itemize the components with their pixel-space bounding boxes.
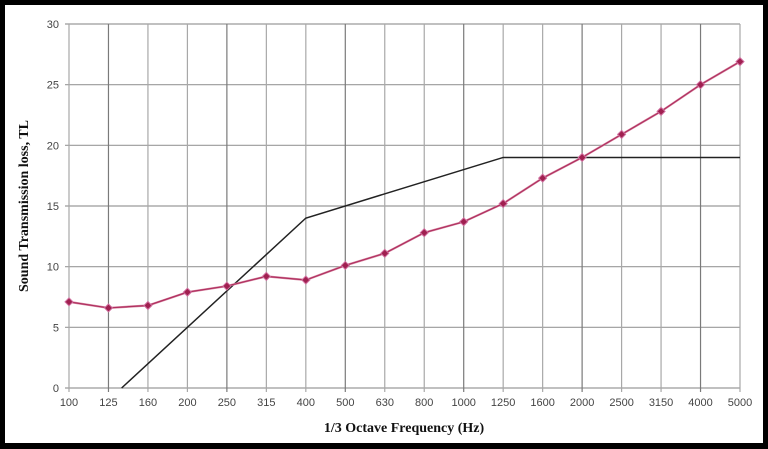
x-tick-label: 5000 bbox=[728, 397, 752, 409]
x-tick-label: 800 bbox=[415, 397, 433, 409]
diamond-marker-icon bbox=[182, 287, 193, 297]
y-axis-ticks: 0 5 10 15 20 25 30 bbox=[47, 19, 59, 395]
grid-lines bbox=[65, 23, 741, 392]
x-tick-label: 125 bbox=[99, 397, 117, 409]
reference-curve bbox=[121, 156, 740, 389]
diamond-marker-icon bbox=[380, 248, 390, 259]
y-axis-title: Sound Transmission loss, TL bbox=[17, 120, 32, 292]
diamond-marker-icon bbox=[64, 297, 74, 307]
measured-curve bbox=[68, 61, 741, 309]
x-tick-label: 400 bbox=[297, 397, 315, 409]
diamond-marker-icon bbox=[498, 198, 508, 209]
diamond-marker-icon bbox=[301, 275, 311, 285]
x-tick-label: 1600 bbox=[530, 397, 554, 409]
x-tick-label: 2000 bbox=[570, 397, 594, 409]
diamond-marker-icon bbox=[735, 56, 745, 67]
measured-curve-halo bbox=[68, 60, 741, 310]
x-tick-label: 500 bbox=[336, 397, 354, 409]
diamond-marker-icon bbox=[419, 227, 429, 238]
diamond-marker-icon bbox=[695, 79, 706, 90]
diamond-marker-icon bbox=[458, 217, 469, 227]
y-tick-label: 0 bbox=[53, 383, 59, 395]
y-tick-label: 30 bbox=[47, 19, 59, 31]
diamond-marker-icon bbox=[577, 152, 587, 163]
diamond-marker-icon bbox=[103, 303, 114, 313]
x-tick-label: 315 bbox=[257, 397, 275, 409]
y-tick-label: 10 bbox=[47, 262, 59, 274]
diamond-marker-icon bbox=[537, 173, 548, 183]
x-tick-label: 3150 bbox=[649, 397, 673, 409]
diamond-marker-icon bbox=[340, 260, 351, 271]
chart-frame bbox=[5, 5, 763, 443]
x-axis-title: 1/3 Octave Frequency (Hz) bbox=[324, 421, 485, 436]
x-tick-label: 250 bbox=[218, 397, 236, 409]
x-tick-label: 630 bbox=[376, 397, 394, 409]
y-tick-label: 20 bbox=[47, 140, 59, 152]
diamond-marker-icon bbox=[222, 281, 232, 291]
y-tick-label: 15 bbox=[47, 201, 59, 213]
y-tick-label: 25 bbox=[47, 80, 59, 92]
x-tick-label: 2500 bbox=[609, 397, 633, 409]
x-tick-label: 200 bbox=[178, 397, 196, 409]
y-tick-label: 5 bbox=[53, 322, 59, 334]
x-tick-label: 160 bbox=[139, 397, 157, 409]
diamond-marker-icon bbox=[143, 300, 153, 311]
diamond-marker-icon bbox=[261, 271, 272, 282]
x-tick-label: 1250 bbox=[491, 397, 515, 409]
x-tick-label: 4000 bbox=[688, 397, 712, 409]
diamond-marker-icon bbox=[656, 106, 666, 117]
x-tick-label: 100 bbox=[60, 397, 78, 409]
data-series bbox=[64, 56, 745, 389]
diamond-marker-icon bbox=[616, 129, 627, 140]
x-axis-ticks: 100 125 160 200 250 315 400 500 630 800 1000 1250 16… bbox=[60, 397, 752, 409]
x-tick-label: 1000 bbox=[451, 397, 475, 409]
